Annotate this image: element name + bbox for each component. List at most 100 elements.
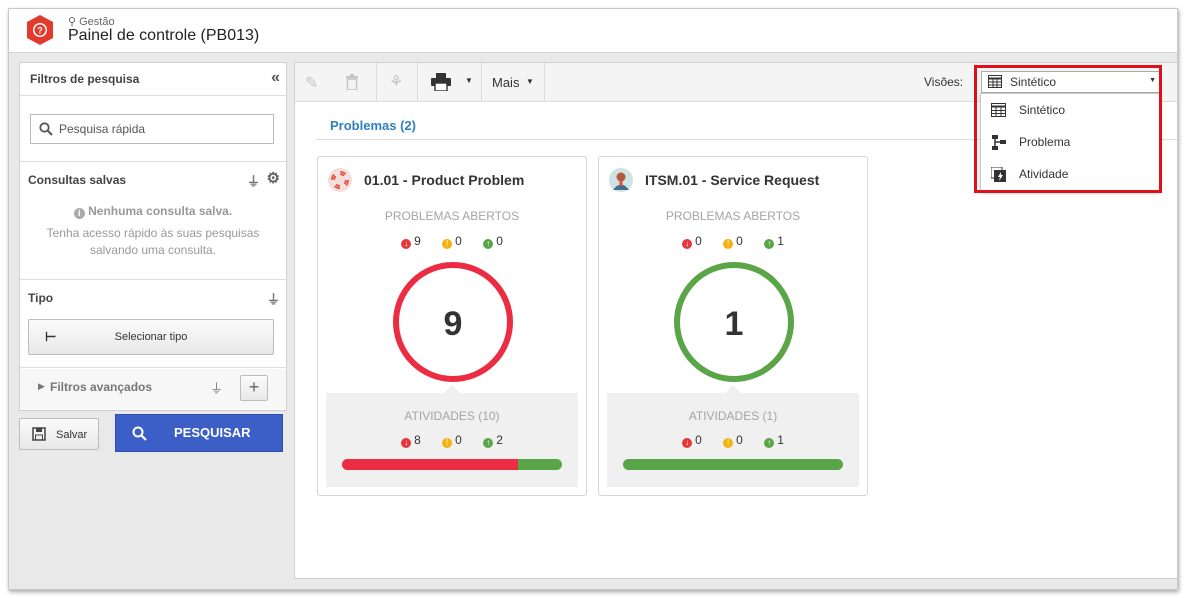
advanced-filters-row[interactable]: ▶ Filtros avançados ⏚ + (20, 369, 286, 409)
menu-item-problema[interactable]: Problema (981, 126, 1159, 158)
menu-item-label: Problema (1019, 135, 1071, 149)
more-label: Mais (492, 75, 520, 90)
late-count: 0 (695, 234, 702, 248)
search-button[interactable]: PESQUISAR (115, 414, 283, 452)
saved-queries-header: Consultas salvas ⏚ ⚙ (20, 169, 286, 201)
toolbar-separator (544, 63, 545, 101)
chevron-down-icon: ▼ (526, 77, 534, 86)
tab-problems[interactable]: Problemas (2) (330, 118, 416, 133)
saved-queries-title: Consultas salvas (28, 173, 127, 187)
highlight-box (974, 65, 1162, 193)
activities-label: ATIVIDADES (10) (404, 409, 500, 423)
views-select[interactable]: Sintético ▼ (981, 71, 1161, 93)
collapse-panel-icon[interactable]: « (271, 69, 280, 86)
table-icon (988, 75, 1002, 88)
type-title: Tipo (28, 291, 54, 305)
ontime-arrow-icon: ↑ (764, 438, 775, 448)
add-filter-button[interactable]: + (240, 375, 268, 401)
workflow-icon[interactable]: ⚘ (389, 74, 404, 91)
edit-pencil-icon[interactable]: ✎ (305, 75, 319, 92)
open-counts: ↓ 0 ! 0 ↑ 1 (599, 234, 867, 249)
broom-icon[interactable]: ⏚ (266, 292, 280, 307)
ontime-count: 1 (777, 234, 784, 248)
floppy-icon (32, 427, 46, 441)
search-icon (132, 426, 147, 441)
late-arrow-icon: ↓ (682, 438, 693, 448)
chevron-down-icon: ▼ (1149, 77, 1156, 84)
broom-icon[interactable]: ⏚ (210, 381, 224, 396)
divider (20, 161, 286, 162)
select-type-label: Selecionar tipo (114, 331, 188, 343)
late-arrow-icon: ↓ (682, 239, 693, 249)
header: ? ⚲ Gestão Painel de controle (PB013) (9, 9, 1177, 53)
divider (20, 279, 286, 280)
total-count: 9 (443, 305, 463, 343)
warning-icon: ! (442, 438, 453, 448)
late-fill (342, 459, 518, 470)
menu-item-label: Sintético (1019, 103, 1066, 117)
type-header: Tipo ⏚ (20, 289, 286, 321)
menu-item-atividade[interactable]: Atividade (981, 158, 1159, 190)
page-title: Painel de controle (PB013) (68, 27, 260, 44)
card-title: 01.01 - Product Problem (364, 172, 525, 188)
save-button[interactable]: Salvar (19, 418, 99, 450)
warning-count: 0 (455, 433, 462, 447)
print-dropdown-caret-icon[interactable]: ▼ (465, 76, 473, 85)
print-icon[interactable] (431, 73, 451, 91)
warning-count: 0 (455, 234, 462, 248)
toolbar-separator (417, 63, 418, 101)
warning-icon: ! (442, 239, 453, 249)
late-count: 0 (695, 433, 702, 447)
empty-saved-desc: Tenha acesso rápido às suas pesquisas sa… (46, 226, 260, 257)
quick-search-input[interactable]: Pesquisa rápida (30, 114, 274, 144)
total-ring: 9 (393, 262, 513, 382)
ontime-count: 1 (777, 433, 784, 447)
workflow-icon (992, 135, 1006, 150)
warning-count: 0 (736, 234, 743, 248)
kanban-card[interactable]: ITSM.01 - Service Request PROBLEMAS ABER… (598, 156, 868, 496)
warning-icon: ! (723, 438, 734, 448)
late-count: 9 (414, 234, 421, 248)
save-label: Salvar (56, 429, 88, 441)
activity-progress-bar (623, 459, 843, 470)
table-icon (991, 103, 1006, 117)
ontime-count: 0 (496, 234, 503, 248)
views-dropdown-menu: Sintético Problema Atividade (980, 93, 1160, 191)
empty-saved-text: Nenhuma consulta salva. (88, 204, 233, 218)
ontime-count: 2 (496, 433, 503, 447)
caret-right-icon: ▶ (38, 381, 45, 391)
gear-icon[interactable]: ⚙ (266, 170, 280, 187)
pointer-arrow (444, 385, 460, 393)
breadcrumb-label: Gestão (79, 16, 115, 28)
breadcrumb[interactable]: ⚲ Gestão (68, 15, 115, 28)
filters-title: Filtros de pesquisa (30, 72, 140, 86)
open-problems-label: PROBLEMAS ABERTOS (384, 209, 520, 223)
advanced-filters-label: Filtros avançados (50, 380, 153, 394)
divider (20, 95, 286, 96)
search-button-label: PESQUISAR (174, 425, 251, 440)
kanban-card[interactable]: 01.01 - Product Problem PROBLEMAS ABERTO… (317, 156, 587, 496)
late-arrow-icon: ↓ (401, 239, 412, 249)
user-avatar-icon (609, 168, 633, 192)
select-type-button[interactable]: ⊢ Selecionar tipo (28, 319, 274, 355)
more-menu-button[interactable]: Mais ▼ (482, 63, 544, 101)
views-label: Visões: (924, 75, 964, 89)
ontime-arrow-icon: ↑ (483, 239, 494, 249)
late-arrow-icon: ↓ (401, 438, 412, 448)
card-title: ITSM.01 - Service Request (645, 172, 820, 188)
toolbar-separator (481, 63, 482, 101)
hierarchy-icon: ⊢ (45, 329, 57, 344)
ontime-arrow-icon: ↑ (764, 239, 775, 249)
late-count: 8 (414, 433, 421, 447)
open-counts: ↓ 9 ! 0 ↑ 0 (318, 234, 586, 249)
activity-counts: ↓ 0 ! 0 ↑ 1 (607, 433, 859, 448)
lightbulb-icon: ⚲ (68, 16, 77, 28)
trash-icon[interactable] (345, 74, 359, 90)
open-problems-label: PROBLEMAS ABERTOS (665, 209, 801, 223)
menu-item-sintetico[interactable]: Sintético (981, 94, 1159, 126)
divider (20, 367, 286, 368)
help-hexagon-icon: ? (27, 15, 53, 45)
warning-count: 0 (736, 433, 743, 447)
activities-label: ATIVIDADES (1) (688, 409, 778, 423)
broom-icon[interactable]: ⏚ (246, 174, 260, 189)
